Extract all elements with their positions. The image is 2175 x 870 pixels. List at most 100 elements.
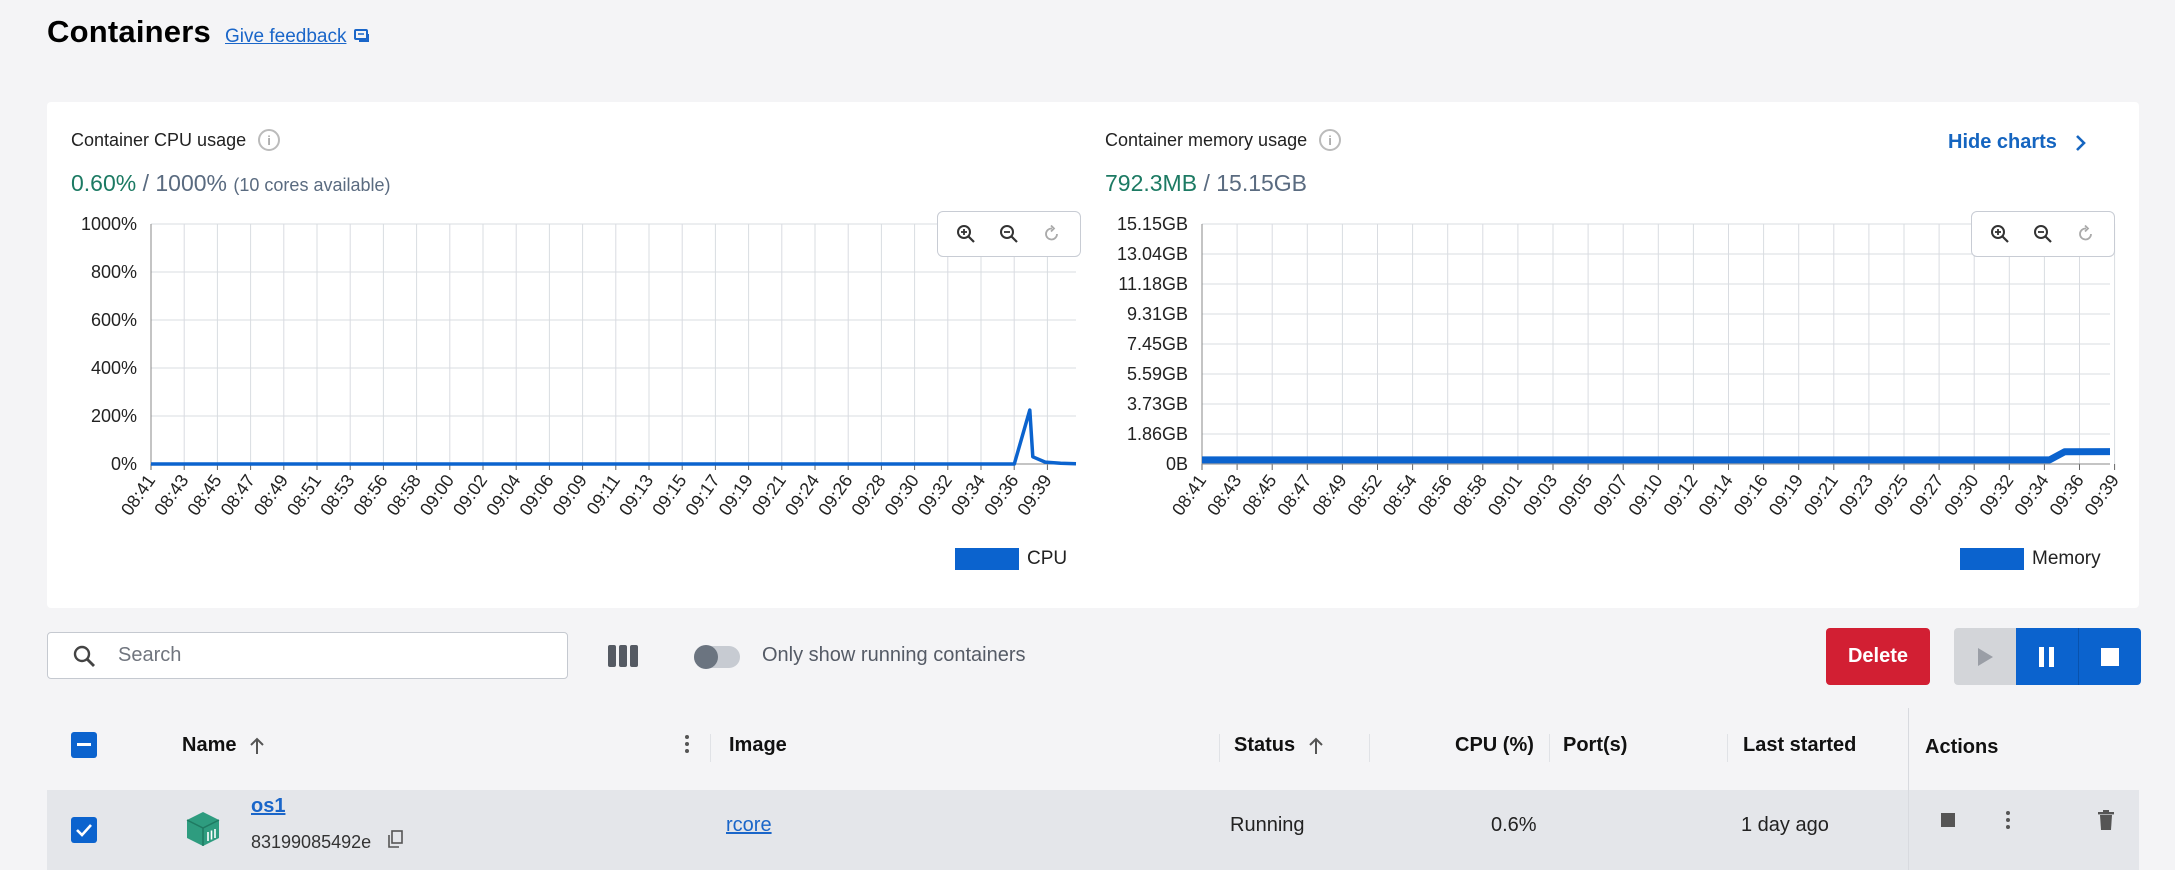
stop-button[interactable]	[2079, 628, 2141, 685]
memory-legend: Memory	[1960, 548, 2101, 570]
reset-zoom-icon[interactable]	[1039, 221, 1065, 247]
y-tick-label: 13.04GB	[1117, 244, 1188, 264]
x-tick-label: 08:47	[217, 471, 259, 519]
x-tick-label: 09:28	[847, 471, 889, 519]
cpu-usage-summary: 0.60% / 1000% (10 cores available)	[71, 170, 390, 197]
y-tick-label: 600%	[91, 310, 137, 330]
col-image-header[interactable]: Image	[729, 734, 787, 757]
x-tick-label: 09:15	[648, 471, 690, 519]
col-actions-header: Actions	[1925, 736, 1998, 759]
y-tick-label: 0%	[111, 454, 137, 474]
x-tick-label: 09:39	[2081, 471, 2123, 519]
y-tick-label: 5.59GB	[1127, 364, 1188, 384]
col-name-header[interactable]: Name	[182, 734, 265, 757]
table-header: Name Image Status CPU (%) Port(s) Last s…	[47, 708, 2139, 790]
container-id: 83199085492e	[251, 832, 372, 852]
col-image-label: Image	[729, 734, 787, 756]
x-tick-label: 09:16	[1730, 471, 1772, 519]
info-icon[interactable]: i	[258, 129, 281, 151]
x-tick-label: 08:56	[1414, 471, 1456, 519]
row-checkbox[interactable]	[71, 817, 97, 843]
x-tick-label: 09:36	[2046, 471, 2088, 519]
x-tick-label: 09:26	[814, 471, 856, 519]
col-cpu-header[interactable]: CPU (%)	[1455, 734, 1534, 757]
col-last-started-label: Last started	[1743, 734, 1857, 756]
give-feedback-label: Give feedback	[225, 26, 347, 47]
info-icon[interactable]: i	[1319, 129, 1342, 151]
col-cpu-label: CPU (%)	[1455, 734, 1534, 756]
col-actions-label: Actions	[1925, 736, 1999, 758]
x-tick-label: 09:13	[615, 471, 657, 519]
x-tick-label: 09:00	[416, 471, 458, 519]
col-last-started-header[interactable]: Last started	[1743, 734, 1856, 757]
delete-button[interactable]: Delete	[1826, 628, 1930, 685]
x-tick-label: 09:30	[881, 471, 923, 519]
x-tick-label: 09:10	[1624, 471, 1666, 519]
copy-icon[interactable]	[384, 828, 406, 850]
search-box[interactable]	[47, 632, 568, 679]
toggle-knob	[694, 645, 718, 669]
cpu-legend-label: CPU	[1027, 548, 1068, 569]
container-name-link[interactable]: os1	[251, 795, 286, 817]
pause-button[interactable]	[2016, 628, 2079, 685]
memory-chart-title: Container memory usage	[1105, 129, 1308, 150]
stop-icon[interactable]	[1933, 805, 1963, 835]
x-tick-label: 09:06	[515, 471, 557, 519]
give-feedback-link[interactable]: Give feedback	[225, 26, 372, 48]
x-tick-label: 08:47	[1273, 471, 1315, 519]
memory-chart-title-row: Container memory usage i	[1105, 129, 1342, 151]
x-tick-label: 09:32	[1975, 471, 2017, 519]
col-ports-header[interactable]: Port(s)	[1563, 734, 1627, 757]
last-started-text: 1 day ago	[1741, 814, 1829, 836]
zoom-in-icon[interactable]	[1987, 221, 2013, 247]
memory-current: 792.3MB	[1105, 170, 1198, 196]
search-input[interactable]	[116, 643, 520, 668]
charts-panel	[47, 102, 2139, 608]
hide-charts-button[interactable]: Hide charts	[1948, 131, 2087, 154]
more-options-icon[interactable]	[1993, 805, 2023, 835]
cpu-separator: /	[142, 170, 149, 196]
y-tick-label: 0B	[1166, 454, 1188, 474]
cpu-percent: 0.6%	[1491, 814, 1537, 836]
reset-zoom-icon[interactable]	[2073, 221, 2099, 247]
y-tick-label: 7.45GB	[1127, 334, 1188, 354]
feedback-icon	[354, 29, 370, 42]
column-divider	[1219, 734, 1220, 762]
zoom-in-icon[interactable]	[953, 221, 979, 247]
y-tick-label: 15.15GB	[1117, 214, 1188, 234]
column-divider	[1549, 734, 1550, 762]
table-row[interactable]: os1 83199085492e rcore Running 0.6% 1 da…	[47, 790, 2139, 870]
y-tick-label: 800%	[91, 262, 137, 282]
col-name-label: Name	[182, 734, 237, 756]
hide-charts-label: Hide charts	[1948, 131, 2057, 153]
cpu-cores-note: (10 cores available)	[233, 175, 391, 195]
cpu-chart-title: Container CPU usage	[71, 129, 247, 150]
col-status-header[interactable]: Status	[1234, 734, 1323, 757]
search-icon	[73, 645, 95, 667]
columns-icon[interactable]	[608, 645, 638, 667]
x-tick-label: 08:51	[283, 471, 325, 519]
container-icon	[186, 812, 220, 846]
x-tick-label: 09:11	[583, 471, 624, 518]
x-tick-label: 09:32	[914, 471, 956, 519]
select-all-checkbox[interactable]	[71, 732, 97, 758]
x-tick-label: 09:03	[1519, 471, 1561, 519]
zoom-out-icon[interactable]	[2030, 221, 2056, 247]
cpu-chart-title-row: Container CPU usage i	[71, 129, 281, 151]
x-tick-label: 08:43	[1203, 471, 1245, 519]
memory-legend-label: Memory	[2032, 548, 2101, 569]
memory-separator: /	[1203, 170, 1210, 196]
running-only-toggle[interactable]	[694, 645, 740, 669]
start-button[interactable]	[1954, 628, 2016, 685]
x-tick-label: 09:19	[715, 471, 757, 519]
column-menu-icon[interactable]	[684, 734, 690, 754]
indeterminate-checkbox[interactable]	[71, 732, 97, 758]
x-tick-label: 09:12	[1659, 471, 1701, 519]
image-link[interactable]: rcore	[726, 814, 772, 836]
x-tick-label: 09:01	[1484, 471, 1526, 519]
x-tick-label: 09:04	[482, 471, 524, 519]
y-tick-label: 3.73GB	[1127, 394, 1188, 414]
x-tick-label: 09:34	[2010, 471, 2052, 519]
trash-icon[interactable]	[2091, 805, 2121, 835]
zoom-out-icon[interactable]	[996, 221, 1022, 247]
